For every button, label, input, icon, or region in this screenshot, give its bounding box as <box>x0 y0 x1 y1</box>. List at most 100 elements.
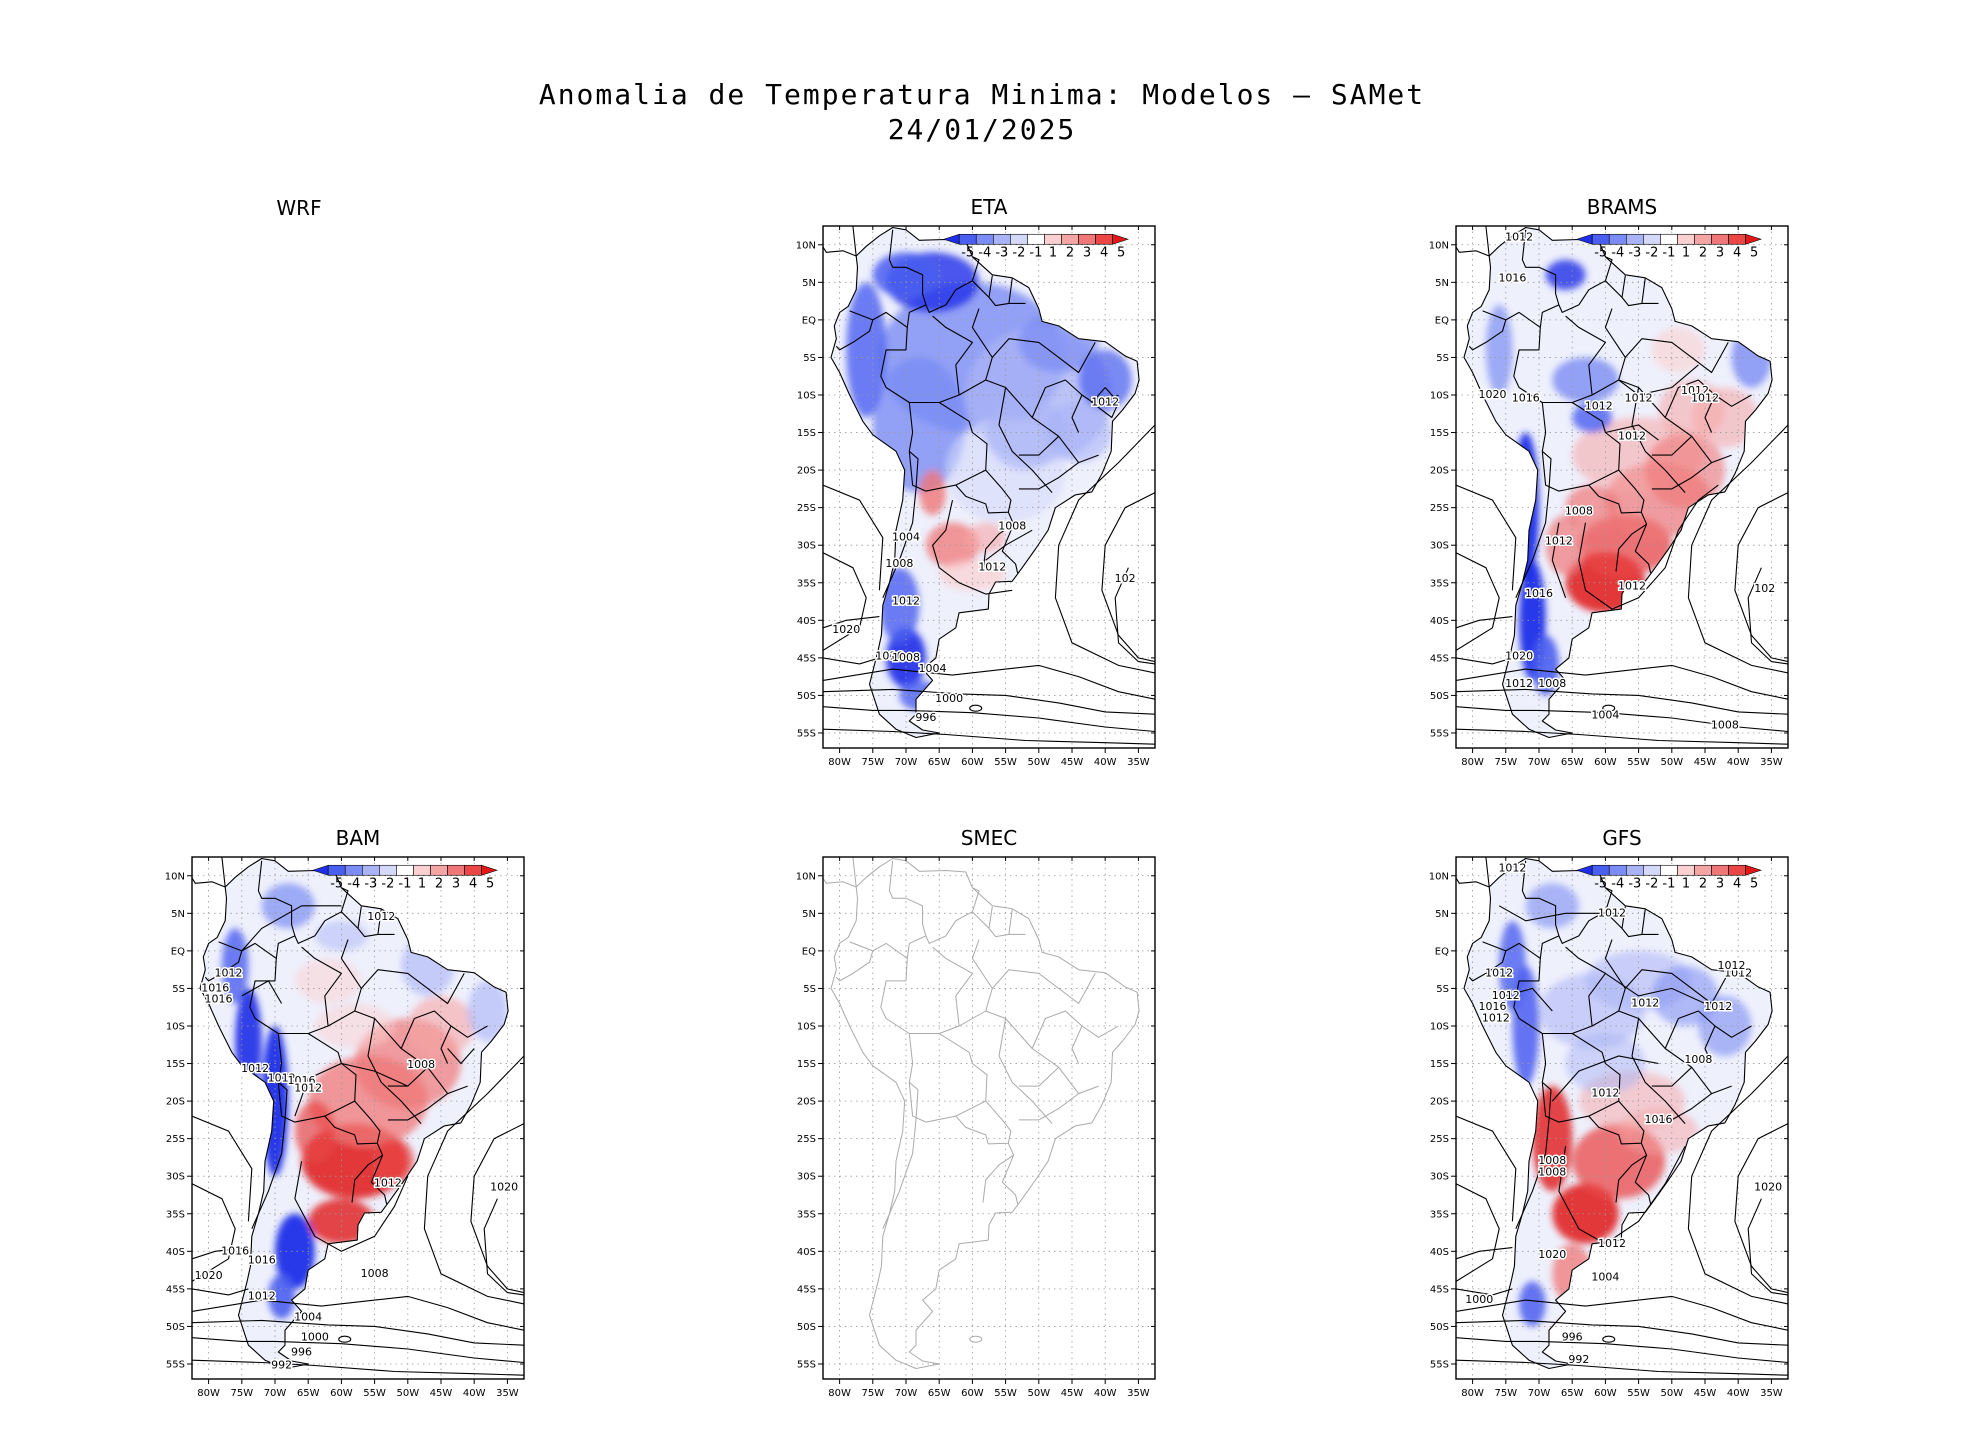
colorbar-swatch <box>430 864 448 876</box>
isobar-line <box>1456 664 1788 700</box>
lon-tick-label: 40W <box>1727 1388 1750 1399</box>
colorbar-label: -1 <box>1029 245 1042 260</box>
anomaly-region <box>1651 965 1719 1026</box>
isobar-label: 1016 <box>205 993 233 1006</box>
country-border <box>1615 1142 1648 1203</box>
lat-tick-label: 10S <box>1430 1021 1449 1032</box>
anomaly-region <box>879 567 920 643</box>
isobar-label: 1012 <box>1691 392 1719 405</box>
lon-tick-label: 65W <box>297 1388 320 1399</box>
country-border <box>341 911 395 938</box>
lon-tick-label: 55W <box>363 1388 386 1399</box>
lat-tick-label: 40S <box>166 1247 185 1258</box>
lon-tick-label: 60W <box>1594 757 1617 768</box>
country-border <box>939 379 1099 464</box>
coastline <box>830 858 1140 1369</box>
country-border <box>1651 1093 1712 1121</box>
isobar-label: 1000 <box>935 692 963 705</box>
anomaly-region <box>1525 883 1579 929</box>
lat-tick-label: 45S <box>1430 1284 1449 1295</box>
panel-title-smec: SMEC <box>960 826 1018 850</box>
isobar-line <box>985 529 1033 561</box>
country-border <box>387 1093 448 1121</box>
country-border <box>1641 909 1646 935</box>
isobar-label: 1012 <box>248 1289 276 1302</box>
isobar-label: 1004 <box>1591 709 1619 722</box>
map-panel-gfs: 1012 1012 1012 1012 1016 1012 1012 1012 1012 1012… <box>1429 856 1789 1399</box>
lat-tick-label: 50S <box>797 1322 816 1333</box>
country-border <box>849 310 908 328</box>
anomaly-region <box>314 1003 395 1049</box>
lat-tick-label: 40S <box>797 616 816 627</box>
country-border <box>939 1010 1099 1095</box>
country-border <box>324 1100 381 1145</box>
country-border <box>880 327 914 452</box>
isobar-line <box>823 706 1155 733</box>
lat-tick-label: 5N <box>171 909 185 920</box>
lat-tick-label: 50S <box>166 1322 185 1333</box>
anomaly-region <box>1519 1281 1546 1327</box>
colorbar-swatch <box>1660 864 1678 876</box>
colorbar-label: -5 <box>330 876 343 891</box>
lon-tick-label: 40W <box>1094 1388 1117 1399</box>
map-panel-bam: 1012 1012 1016 1016 1012 1012 1016 1012 1008 1012… <box>165 856 525 1399</box>
lat-tick-label: 45S <box>1430 653 1449 664</box>
colorbar-swatch <box>1608 233 1627 245</box>
lat-tick-label: 5N <box>1435 278 1449 289</box>
country-border <box>1604 256 1613 281</box>
lat-tick-label: 25S <box>1430 503 1449 514</box>
coastline <box>830 226 1140 739</box>
country-border <box>1631 1018 1686 1124</box>
lon-tick-label: 65W <box>928 1388 951 1399</box>
country-border <box>340 887 349 912</box>
map-panel-brams: 1012 1016 1020 1016 1012 1012 1012 1012 1012 1008… <box>1429 225 1789 768</box>
lat-tick-label: 35S <box>1430 578 1449 589</box>
isobar-label: 1012 <box>268 1072 296 1085</box>
lon-tick-label: 50W <box>1027 757 1050 768</box>
isobar-label: 1012 <box>241 1062 269 1075</box>
isobar-label: 1012 <box>1505 677 1533 690</box>
isobar-label: 1008 <box>892 651 920 664</box>
lon-tick-label: 35W <box>1760 1388 1783 1399</box>
colorbar-swatch <box>1677 864 1695 876</box>
country-border <box>1631 387 1686 493</box>
anomaly-region <box>1651 327 1705 373</box>
lat-tick-label: 25S <box>1430 1134 1449 1145</box>
country-border <box>1651 462 1712 490</box>
country-border <box>1482 310 1541 328</box>
country-border <box>1539 911 1606 959</box>
isobar-line <box>1498 905 1619 922</box>
country-border <box>1641 278 1646 304</box>
anomaly-region <box>919 470 946 516</box>
isobar-label: 1012 <box>1498 861 1526 874</box>
country-border <box>301 946 342 1027</box>
isobar-line <box>192 1319 524 1346</box>
isobar-label: 1012 <box>1618 429 1646 442</box>
isobar-label: 1016 <box>201 981 229 994</box>
isobar-line <box>1551 1055 1659 1102</box>
country-border <box>1031 1010 1119 1049</box>
country-border <box>1468 950 1507 982</box>
lon-tick-label: 60W <box>961 757 984 768</box>
isobar-label: 996 <box>291 1346 312 1359</box>
isobar-line <box>1618 364 1699 396</box>
anomaly-region <box>1552 357 1619 403</box>
country-border <box>1541 401 1621 492</box>
isobar-label: 1016 <box>1512 392 1540 405</box>
isobar-line <box>294 1062 409 1117</box>
lon-tick-label: 55W <box>1627 757 1650 768</box>
lon-tick-label: 45W <box>1694 1388 1717 1399</box>
isobar-line <box>1734 492 1788 663</box>
colorbar-swatch <box>1677 233 1695 245</box>
colorbar-swatch <box>396 864 414 876</box>
country-border <box>354 969 465 1012</box>
isobar-label: 1020 <box>195 1269 223 1282</box>
lat-tick-label: 20S <box>166 1097 185 1108</box>
country-border <box>1539 280 1606 328</box>
lat-tick-label: 30S <box>1430 541 1449 552</box>
lon-tick-label: 80W <box>197 1388 220 1399</box>
colorbar-label: -1 <box>398 876 411 891</box>
anomaly-region <box>846 282 887 418</box>
colorbar-label: 1 <box>1049 245 1057 260</box>
isobar-label: 1020 <box>1505 649 1533 662</box>
